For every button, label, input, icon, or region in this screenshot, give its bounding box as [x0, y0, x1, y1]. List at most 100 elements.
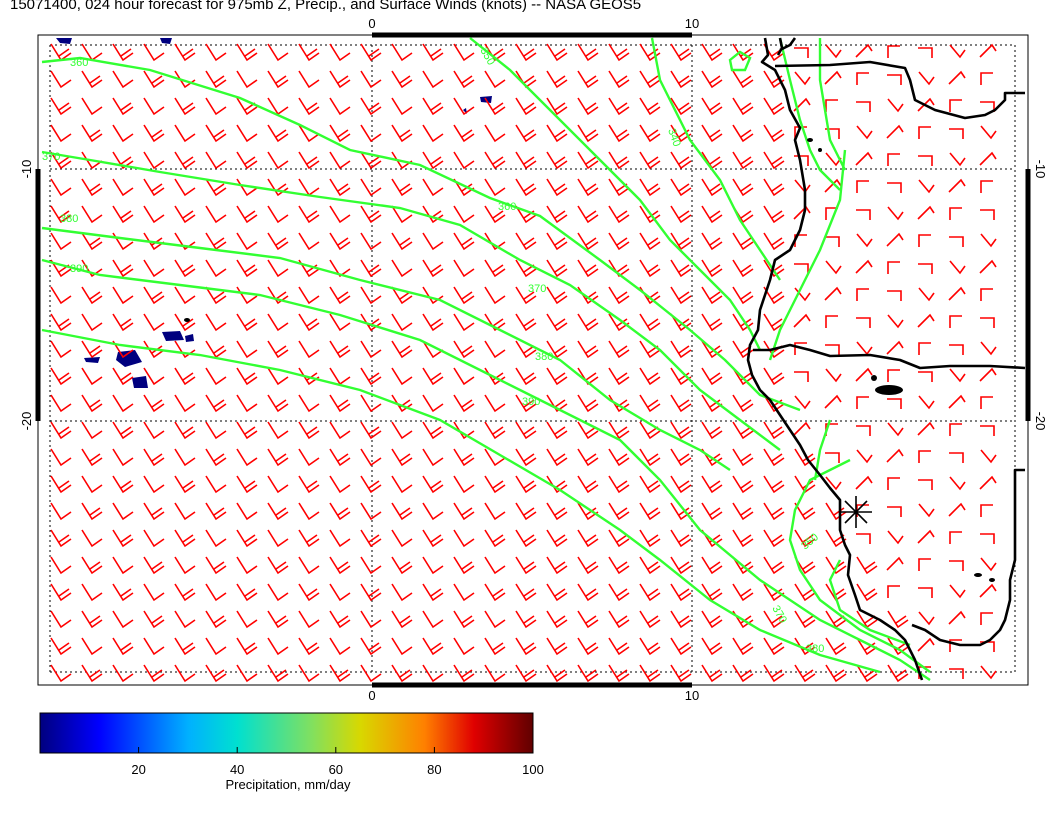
- wind-barb: [701, 259, 723, 278]
- wind-barb: [639, 394, 661, 413]
- wind-barb: [608, 97, 630, 116]
- wind-barb: [824, 178, 842, 193]
- wind-barb: [701, 205, 723, 224]
- wind-barb: [422, 421, 444, 440]
- wind-barb: [825, 236, 840, 247]
- map-frame: [37, 34, 1029, 686]
- wind-barb: [267, 70, 289, 89]
- wind-barb: [484, 205, 506, 224]
- wind-barb: [825, 315, 838, 328]
- wind-barb: [577, 178, 599, 197]
- wind-barb: [81, 124, 103, 143]
- wind-barb: [205, 448, 227, 467]
- wind-barb: [886, 556, 904, 571]
- wind-barb: [484, 151, 506, 170]
- wind-barb: [205, 475, 227, 494]
- wind-barb: [298, 502, 320, 521]
- wind-barb: [670, 259, 692, 278]
- wind-barb: [236, 529, 258, 548]
- wind-barb: [453, 205, 475, 224]
- wind-barb: [484, 259, 506, 278]
- wind-barb: [174, 259, 196, 278]
- wind-barb: [794, 583, 816, 602]
- wind-barb: [639, 367, 661, 386]
- wind-barb: [329, 340, 351, 359]
- wind-barb: [515, 394, 537, 413]
- wind-barb: [174, 124, 196, 143]
- wind-barb: [949, 128, 964, 139]
- wind-barb: [422, 664, 444, 683]
- wind-barb: [143, 475, 165, 494]
- wind-barb: [298, 394, 320, 413]
- wind-barb: [980, 396, 993, 409]
- wind-barb: [856, 449, 873, 464]
- wind-barb: [608, 313, 630, 332]
- wind-barb: [391, 205, 413, 224]
- wind-barb: [391, 97, 413, 116]
- wind-barb: [267, 475, 289, 494]
- wind-barb: [639, 448, 661, 467]
- wind-barb: [577, 340, 599, 359]
- wind-barb: [980, 180, 993, 193]
- wind-barb: [174, 43, 196, 62]
- wind-barb: [81, 394, 103, 413]
- wind-barb: [670, 43, 692, 62]
- wind-barb: [608, 475, 630, 494]
- wind-barb: [422, 502, 444, 521]
- wind-barb: [824, 394, 842, 409]
- wind-barb: [918, 234, 931, 247]
- wind-barb: [422, 448, 444, 467]
- wind-barb: [639, 286, 661, 305]
- wind-barb: [887, 290, 902, 301]
- wind-barb: [174, 529, 196, 548]
- wind-barb: [670, 394, 692, 413]
- wind-barb: [484, 313, 506, 332]
- wind-barb: [732, 70, 754, 89]
- wind-barb: [50, 394, 72, 413]
- wind-barb: [639, 313, 661, 332]
- wind-barb: [267, 448, 289, 467]
- wind-barb: [948, 178, 966, 193]
- wind-barb: [670, 610, 692, 629]
- wind-barb: [50, 43, 72, 62]
- wind-barb: [887, 314, 904, 329]
- wind-barb: [112, 178, 134, 197]
- wind-barb: [515, 43, 537, 62]
- wind-barb: [50, 637, 72, 656]
- wind-barb: [887, 506, 902, 517]
- wind-barb: [50, 421, 72, 440]
- wind-barb: [360, 394, 382, 413]
- wind-barb: [918, 179, 935, 194]
- wind-barb: [422, 151, 444, 170]
- wind-barb: [360, 637, 382, 656]
- wind-barb: [763, 475, 785, 494]
- wind-barb: [949, 236, 964, 247]
- wind-barb: [949, 560, 964, 571]
- wind-barb: [793, 97, 811, 112]
- wind-barb: [546, 556, 568, 575]
- wind-barb: [948, 70, 966, 85]
- wind-barb: [825, 260, 842, 275]
- wind-barb: [670, 664, 692, 683]
- wind-barb: [918, 558, 931, 571]
- wind-barb: [856, 425, 871, 436]
- wind-barb: [112, 151, 134, 170]
- wind-barb: [422, 286, 444, 305]
- wind-barb: [546, 43, 568, 62]
- wind-barb: [205, 367, 227, 386]
- wind-barb: [453, 583, 475, 602]
- wind-barb: [825, 207, 838, 220]
- wind-barb: [267, 637, 289, 656]
- wind-barb: [917, 637, 935, 652]
- wind-barb: [298, 178, 320, 197]
- wind-barb: [484, 475, 506, 494]
- wind-barb: [980, 72, 993, 85]
- wind-barb: [639, 664, 661, 683]
- wind-barb: [918, 287, 935, 302]
- wind-barb: [979, 43, 997, 58]
- wind-barb: [732, 421, 754, 440]
- wind-barb: [763, 583, 785, 602]
- wind-barb: [577, 232, 599, 251]
- wind-barb: [267, 151, 289, 170]
- wind-barb: [701, 475, 723, 494]
